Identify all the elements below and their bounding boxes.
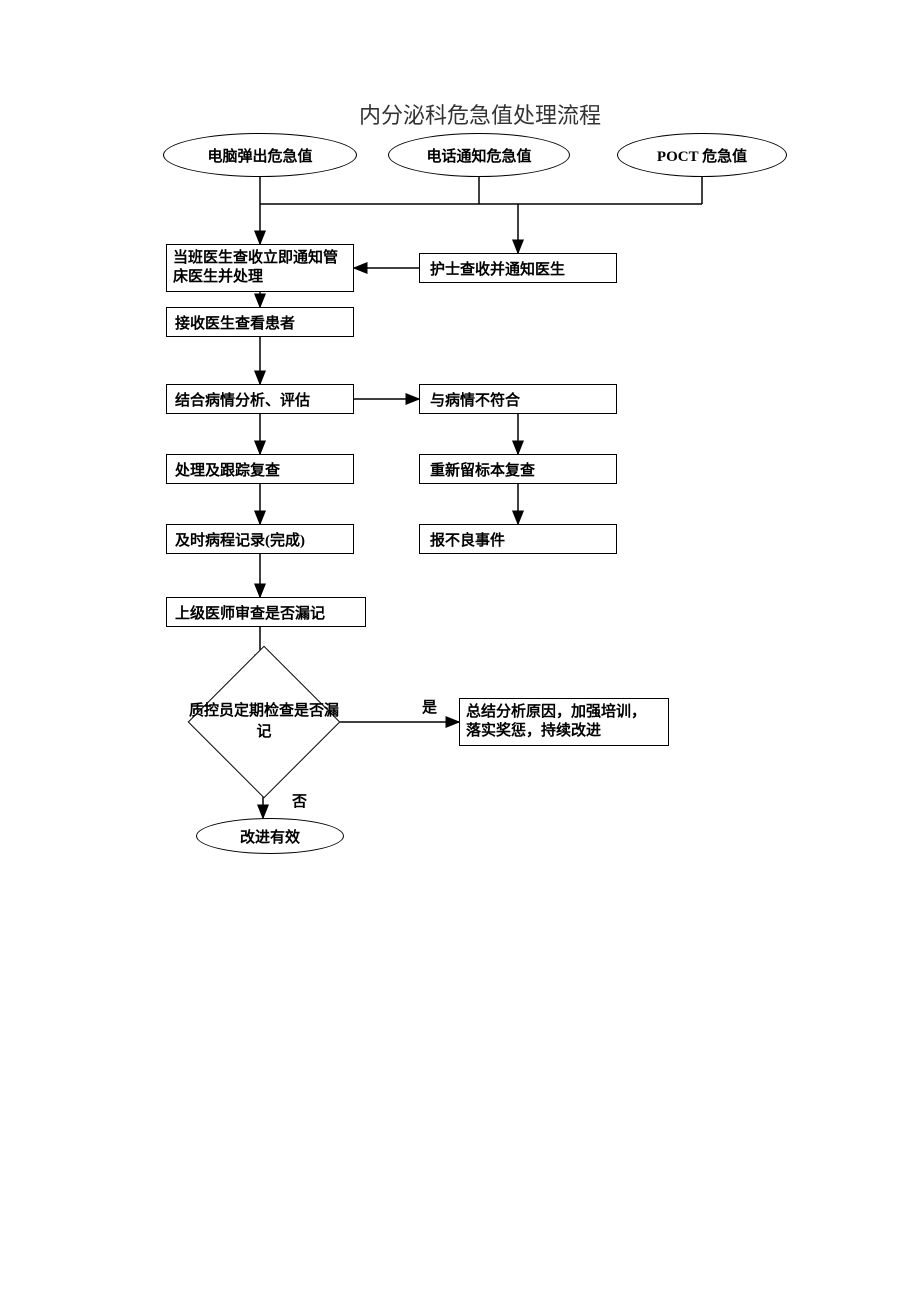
flowchart-node-n12: 报不良事件	[419, 524, 617, 554]
flowchart-connectors	[0, 0, 920, 1302]
flowchart-node-n9: 处理及跟踪复查	[166, 454, 354, 484]
flowchart-node-n16: 改进有效	[196, 818, 344, 854]
flowchart-title: 内分泌科危急值处理流程	[300, 98, 660, 130]
flowchart-node-n4: 当班医生查收立即通知管床医生并处理	[166, 244, 354, 292]
flowchart-node-n2: 电话通知危急值	[388, 133, 570, 177]
flowchart-canvas: 内分泌科危急值处理流程 电脑弹出危急值电话通知危急值 POCT 危急值当班医生查收…	[0, 0, 920, 1302]
flowchart-node-n11: 及时病程记录(完成)	[166, 524, 354, 554]
flowchart-node-n14: 质控员定期检查是否漏记	[210, 668, 318, 776]
flowchart-node-n8: 与病情不符合	[419, 384, 617, 414]
flowchart-edge-label-e16: 是	[420, 696, 439, 717]
flowchart-node-n6: 接收医生查看患者	[166, 307, 354, 337]
flowchart-node-n13: 上级医师审查是否漏记	[166, 597, 366, 627]
flowchart-node-n5: 护士查收并通知医生	[419, 253, 617, 283]
flowchart-node-n15: 总结分析原因，加强培训，落实奖惩，持续改进	[459, 698, 669, 746]
flowchart-edge-label-e17: 否	[290, 790, 309, 811]
flowchart-node-n1: 电脑弹出危急值	[163, 133, 357, 177]
flowchart-node-n10: 重新留标本复查	[419, 454, 617, 484]
flowchart-node-n7: 结合病情分析、评估	[166, 384, 354, 414]
flowchart-node-n3: POCT 危急值	[617, 133, 787, 177]
